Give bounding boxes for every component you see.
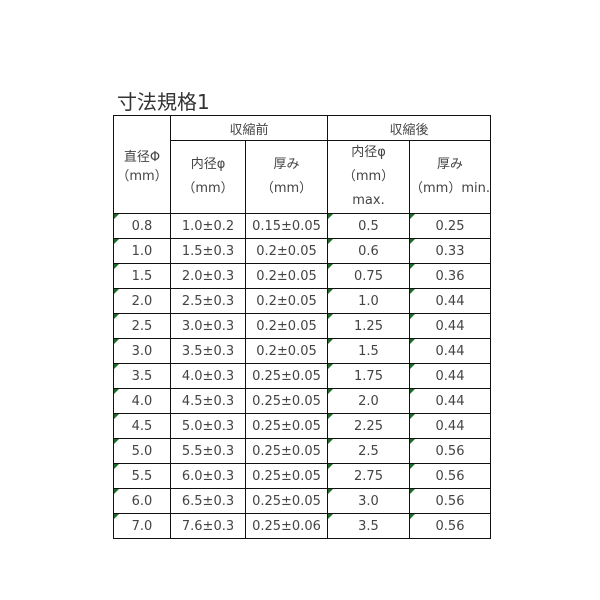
table-cell: 0.2±0.05 <box>245 313 328 339</box>
table-cell: 3.0 <box>113 338 171 364</box>
table-cell: 3.5±0.3 <box>170 338 246 364</box>
table-cell: 0.25±0.05 <box>245 363 328 389</box>
table-cell: 0.25 <box>409 213 491 239</box>
table-row: 4.5 5.0±0.3 0.25±0.05 2.25 0.44 <box>113 413 491 439</box>
table-cell: 4.5±0.3 <box>170 388 246 414</box>
table-cell: 0.36 <box>409 263 491 289</box>
table-row: 0.8 1.0±0.2 0.15±0.05 0.5 0.25 <box>113 213 491 239</box>
table-cell: 1.5 <box>113 263 171 289</box>
table-row: 4.0 4.5±0.3 0.25±0.05 2.0 0.44 <box>113 388 491 414</box>
table-cell: 6.0±0.3 <box>170 463 246 489</box>
table-cell: 4.0±0.3 <box>170 363 246 389</box>
table-cell: 5.0±0.3 <box>170 413 246 439</box>
table-cell: 1.0±0.2 <box>170 213 246 239</box>
table-cell: 0.56 <box>409 488 491 514</box>
table-cell: 2.5 <box>113 313 171 339</box>
table-cell: 0.6 <box>327 238 410 264</box>
table-row: 1.5 2.0±0.3 0.2±0.05 0.75 0.36 <box>113 263 491 289</box>
table-cell: 0.56 <box>409 438 491 464</box>
table-cell: 1.75 <box>327 363 410 389</box>
table-cell: 0.2±0.05 <box>245 288 328 314</box>
table-row: 6.0 6.5±0.3 0.25±0.05 3.0 0.56 <box>113 488 491 514</box>
table-title: 寸法規格1 <box>117 90 210 114</box>
table-cell: 0.56 <box>409 513 491 539</box>
table-row: 5.0 5.5±0.3 0.25±0.05 2.5 0.56 <box>113 438 491 464</box>
table-cell: 0.25±0.05 <box>245 413 328 439</box>
table-cell: 0.8 <box>113 213 171 239</box>
table-cell: 1.25 <box>327 313 410 339</box>
table-cell: 2.0 <box>113 288 171 314</box>
table-cell: 0.25±0.05 <box>245 388 328 414</box>
table-cell: 2.5 <box>327 438 410 464</box>
table-cell: 6.5±0.3 <box>170 488 246 514</box>
header-before: 収縮前 <box>170 115 328 141</box>
header-before-thick: 厚み （mm） <box>245 140 328 214</box>
table-cell: 0.25±0.05 <box>245 488 328 514</box>
table-cell: 0.44 <box>409 338 491 364</box>
table-cell: 4.0 <box>113 388 171 414</box>
table-cell: 3.5 <box>327 513 410 539</box>
table-cell: 0.75 <box>327 263 410 289</box>
table-cell: 0.25±0.05 <box>245 463 328 489</box>
table-cell: 3.0 <box>327 488 410 514</box>
table-cell: 1.5 <box>327 338 410 364</box>
table-cell: 3.5 <box>113 363 171 389</box>
table-cell: 7.6±0.3 <box>170 513 246 539</box>
table-cell: 4.5 <box>113 413 171 439</box>
table-row: 5.5 6.0±0.3 0.25±0.05 2.75 0.56 <box>113 463 491 489</box>
table-cell: 0.25±0.06 <box>245 513 328 539</box>
table-cell: 0.44 <box>409 388 491 414</box>
header-after: 収縮後 <box>327 115 491 141</box>
table-cell: 0.33 <box>409 238 491 264</box>
table-cell: 3.0±0.3 <box>170 313 246 339</box>
table-cell: 0.15±0.05 <box>245 213 328 239</box>
table-cell: 0.25±0.05 <box>245 438 328 464</box>
table-cell: 0.44 <box>409 313 491 339</box>
header-after-inner: 内径φ （mm）max. <box>327 140 410 214</box>
table-cell: 0.44 <box>409 363 491 389</box>
table-cell: 7.0 <box>113 513 171 539</box>
table-cell: 0.44 <box>409 288 491 314</box>
table-cell: 0.2±0.05 <box>245 338 328 364</box>
table-cell: 1.5±0.3 <box>170 238 246 264</box>
table-cell: 2.0 <box>327 388 410 414</box>
table-row: 3.5 4.0±0.3 0.25±0.05 1.75 0.44 <box>113 363 491 389</box>
table-row: 2.0 2.5±0.3 0.2±0.05 1.0 0.44 <box>113 288 491 314</box>
table-cell: 2.75 <box>327 463 410 489</box>
table-cell: 0.5 <box>327 213 410 239</box>
table-row: 1.0 1.5±0.3 0.2±0.05 0.6 0.33 <box>113 238 491 264</box>
table-row: 7.0 7.6±0.3 0.25±0.06 3.5 0.56 <box>113 513 491 539</box>
table-cell: 2.5±0.3 <box>170 288 246 314</box>
table-cell: 5.0 <box>113 438 171 464</box>
table-cell: 5.5±0.3 <box>170 438 246 464</box>
table-cell: 5.5 <box>113 463 171 489</box>
table-row: 2.5 3.0±0.3 0.2±0.05 1.25 0.44 <box>113 313 491 339</box>
table-cell: 2.25 <box>327 413 410 439</box>
table-cell: 2.0±0.3 <box>170 263 246 289</box>
table-cell: 0.2±0.05 <box>245 263 328 289</box>
header-before-inner: 内径φ （mm） <box>170 140 246 214</box>
table-cell: 1.0 <box>327 288 410 314</box>
header-after-thick: 厚み （mm）min. <box>409 140 491 214</box>
table-cell: 0.56 <box>409 463 491 489</box>
header-diameter: 直径Φ （mm） <box>113 115 171 214</box>
dimension-table: 直径Φ （mm） 収縮前 収縮後 内径φ （mm） 厚み （mm） 内径φ （mm）ma… <box>113 115 491 539</box>
table-row: 3.0 3.5±0.3 0.2±0.05 1.5 0.44 <box>113 338 491 364</box>
table-cell: 6.0 <box>113 488 171 514</box>
table-cell: 0.44 <box>409 413 491 439</box>
table-cell: 1.0 <box>113 238 171 264</box>
table-cell: 0.2±0.05 <box>245 238 328 264</box>
